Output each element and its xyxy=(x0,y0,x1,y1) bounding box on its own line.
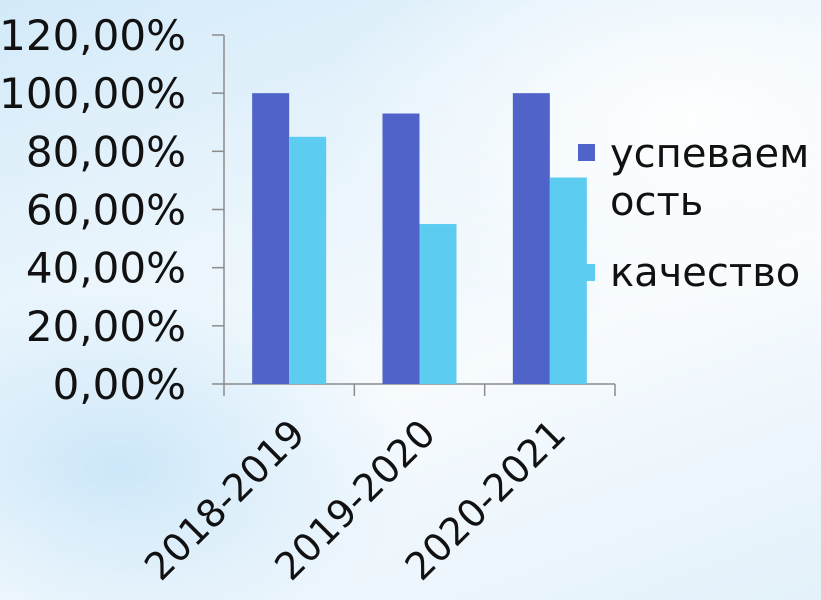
chart-bars xyxy=(252,93,587,385)
legend-label-line: успеваем xyxy=(610,131,809,177)
y-tick-label: 0,00% xyxy=(53,360,186,409)
bar-kachestvo xyxy=(289,136,327,384)
y-tick-label: 80,00% xyxy=(26,127,186,176)
bar-uspevaemost xyxy=(512,93,550,385)
bar-kachestvo xyxy=(419,224,457,384)
legend-swatch-uspevaemost xyxy=(578,144,595,161)
y-tick-label: 20,00% xyxy=(26,302,186,351)
chart-legend: успеваем ость качество xyxy=(578,131,809,296)
y-axis-labels: 0,00% 20,00% 40,00% 60,00% 80,00% 100,00% 120,… xyxy=(0,11,186,409)
y-tick-label: 40,00% xyxy=(26,244,186,293)
legend-label-line: ость xyxy=(610,179,703,225)
bar-uspevaemost xyxy=(382,113,420,385)
legend-label-kachestvo: качество xyxy=(610,250,800,296)
bar-uspevaemost xyxy=(252,93,290,385)
y-tick-label: 100,00% xyxy=(0,69,186,118)
y-tick-label: 120,00% xyxy=(0,11,186,60)
y-tick-label: 60,00% xyxy=(26,186,186,235)
legend-label-uspevaemost: успеваем ость xyxy=(610,131,809,225)
legend-swatch-kachestvo xyxy=(578,264,595,281)
